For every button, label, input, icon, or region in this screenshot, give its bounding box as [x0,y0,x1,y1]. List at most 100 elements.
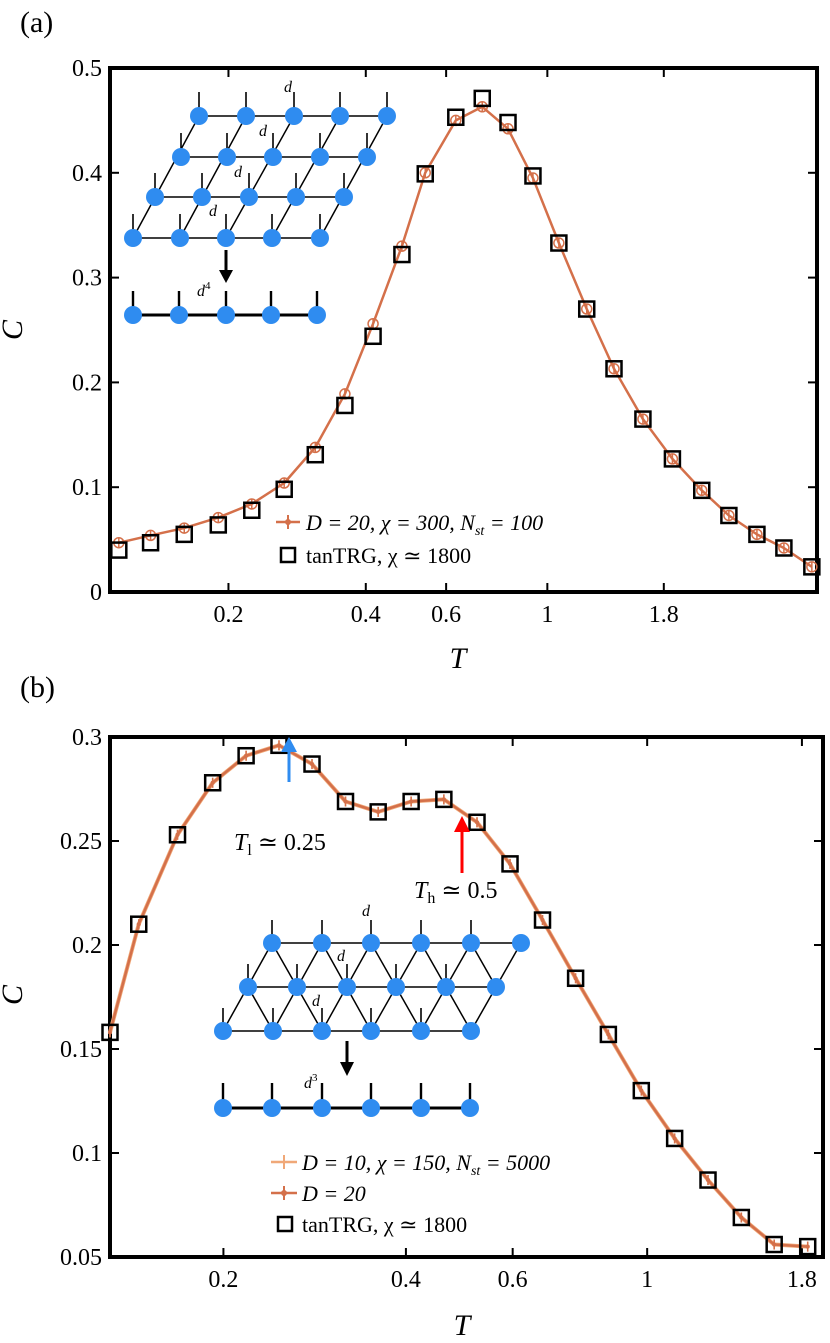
panel-a-label: (a) [20,6,53,39]
inset-b-label-d-1: d [362,903,371,920]
inset-a-label-d4: d4 [197,280,211,300]
data-point-square [665,1129,684,1148]
data-point [806,561,818,573]
data-point-square [473,89,492,108]
data-point [696,484,708,497]
data-point-square [203,774,222,792]
data-point [723,509,735,522]
data-point-square [130,915,148,933]
data-point-square [275,480,293,499]
data-point-square [306,445,325,464]
blue-up-arrow-icon [281,737,297,752]
legend-b-label-d10: D = 10, χ = 150, Nst = 5000 [301,1150,550,1179]
data-point [343,799,348,804]
data-point-square [720,506,738,525]
data-point [441,797,446,802]
data-point-square [209,516,228,534]
x-tick-label: 1 [541,602,553,628]
annotation-t-low-text: Tl ≃ 0.25 [234,830,326,859]
panel-a-xlabel: T [450,642,469,675]
panel-b-legend: D = 10, χ = 150, Nst = 5000 D = 20 tanTR… [271,1150,550,1237]
inset-b-label-d3: d3 [304,1072,318,1092]
x-tick-label: 0.6 [498,1267,528,1293]
panel-a-legend: D = 20, χ = 300, Nst = 100 tanTRG, χ ≃ 1… [276,510,543,568]
data-point [580,303,593,315]
legend-b-swatch-tantrg [276,1215,294,1233]
panel-b-xlabel: T [454,1309,473,1342]
data-point [606,1032,611,1037]
annotation-t-high-text: Th ≃ 0.5 [414,878,497,907]
data-point [706,1178,711,1183]
panel-b-inset-lattice: d d d d3 [214,903,530,1117]
data-point-square [175,525,193,544]
legend-b-label-tantrg: tanTRG, χ ≃ 1800 [302,1212,467,1237]
data-point [778,542,790,554]
data-point [409,799,414,804]
data-point [310,762,315,767]
inset-a-label-d-4: d [209,203,218,220]
series-1 [110,89,821,576]
data-point-square [435,790,453,809]
data-point-square [416,165,435,183]
legend-a-label-dmrg: D = 20, χ = 300, Nst = 100 [305,510,543,539]
data-point [244,753,249,758]
panel-b-plot: 0.05 0.1 0.15 0.2 0.25 0.3 0.2 0.4 0.6 1 1.8 [60,725,825,1293]
legend-a-swatch-dmrg [276,515,300,529]
data-point-square [237,746,255,765]
y-tick-label: 0.3 [72,266,102,292]
data-point-square [566,969,585,988]
x-tick-label: 1.8 [787,1267,817,1293]
data-point-square [533,911,552,929]
data-point [637,413,649,425]
data-point-square [765,1235,783,1254]
data-point-square [393,245,411,264]
y-tick-label: 0.15 [60,1037,102,1063]
legend-a-swatch-tantrg [279,546,297,564]
data-point-square [748,525,766,544]
data-point [772,1242,777,1247]
data-point [608,363,620,375]
data-point-square [577,300,596,318]
plot-frame [108,66,819,594]
x-tick-label: 0.6 [431,602,461,628]
triangular-lattice-bonds [222,942,522,1032]
physical-legs-b [222,920,472,1031]
legend-b-label-d20: D = 20 [301,1181,366,1206]
data-point-square [599,1025,618,1044]
data-point-square [303,755,321,773]
y-tick-label: 0.05 [60,1245,102,1271]
data-point-square [634,410,652,428]
data-point [276,743,281,748]
data-point [666,453,679,465]
data-point [108,1030,112,1035]
data-point-square [364,327,382,346]
data-point [553,237,565,249]
data-point [376,809,381,814]
x-tick-label: 0.4 [391,1267,421,1293]
down-arrow-icon [219,250,233,283]
y-tick-label: 0.2 [72,370,102,396]
data-point-square [141,533,160,552]
lattice-sites-b [214,934,530,1040]
inset-b-label-d-3: d [312,993,321,1010]
panel-b-ylabel: C [0,984,29,1005]
y-tick-label: 0 [90,580,102,606]
data-point-square [663,450,682,468]
data-point-square [499,113,517,132]
data-point-square [369,803,387,821]
data-point [805,1244,810,1249]
data-point [136,922,141,927]
data-point-square [699,1171,717,1189]
annotation-t-low: Tl ≃ 0.25 [234,737,326,859]
data-point-square [693,481,711,500]
legend-b-swatch-d10 [271,1155,297,1169]
series-1 [108,740,810,1252]
plot-frame [108,735,825,1259]
annotation-t-high: Th ≃ 0.5 [414,816,497,907]
y-tick-label: 0.4 [72,161,102,187]
data-point-square [524,167,542,185]
y-tick-label: 0.2 [72,933,102,959]
data-point-square [336,396,354,415]
data-point-square [803,558,821,576]
panel-b-label: (b) [20,671,55,704]
